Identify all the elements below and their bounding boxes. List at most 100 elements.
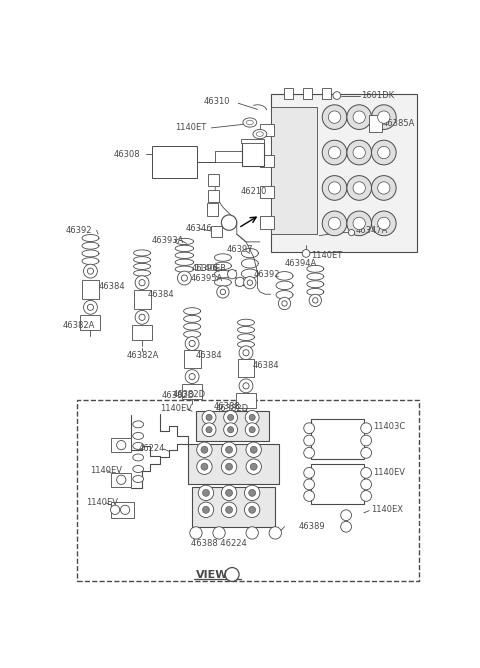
Circle shape	[249, 427, 255, 433]
Circle shape	[347, 211, 372, 236]
Circle shape	[250, 446, 257, 453]
Bar	[238, 359, 254, 377]
Circle shape	[221, 215, 237, 230]
Circle shape	[304, 435, 314, 446]
Text: 46395A: 46395A	[191, 275, 223, 283]
Text: 46382D: 46382D	[161, 391, 194, 400]
Circle shape	[249, 414, 255, 420]
Circle shape	[361, 448, 372, 458]
Text: 46393A: 46393A	[152, 236, 184, 244]
Text: 46396: 46396	[192, 265, 219, 273]
Circle shape	[224, 411, 238, 424]
Circle shape	[202, 423, 216, 437]
Text: 46384: 46384	[98, 282, 125, 291]
Circle shape	[189, 341, 195, 347]
Circle shape	[228, 427, 234, 433]
Bar	[271, 94, 417, 252]
Circle shape	[361, 435, 372, 446]
Circle shape	[304, 490, 314, 502]
Bar	[192, 487, 275, 527]
Circle shape	[269, 527, 281, 539]
Text: 46388 46224: 46388 46224	[191, 539, 246, 548]
Circle shape	[189, 373, 195, 379]
Bar	[182, 383, 202, 399]
Text: 1140EX: 1140EX	[371, 505, 403, 514]
Circle shape	[243, 383, 249, 389]
Text: 46382D: 46382D	[173, 390, 206, 399]
Circle shape	[198, 485, 214, 500]
Bar	[133, 291, 151, 309]
Text: 1601DK: 1601DK	[361, 91, 395, 100]
Text: VIEW: VIEW	[196, 570, 228, 580]
Bar	[312, 419, 364, 459]
Circle shape	[181, 275, 188, 281]
Circle shape	[244, 277, 256, 289]
Circle shape	[178, 271, 192, 285]
Bar	[260, 216, 274, 228]
Circle shape	[328, 146, 341, 159]
Circle shape	[322, 105, 347, 130]
Text: 46347A: 46347A	[355, 226, 388, 235]
Circle shape	[245, 423, 259, 437]
Text: 1140ET: 1140ET	[175, 124, 206, 132]
Circle shape	[328, 182, 341, 194]
Circle shape	[228, 270, 237, 279]
Circle shape	[347, 140, 372, 165]
Circle shape	[139, 280, 145, 286]
Circle shape	[328, 217, 341, 230]
Circle shape	[372, 176, 396, 200]
Circle shape	[328, 111, 341, 124]
Bar	[236, 393, 256, 408]
Circle shape	[239, 346, 253, 359]
Text: 1140EV: 1140EV	[86, 498, 118, 506]
Text: 46389: 46389	[299, 522, 325, 531]
Bar	[322, 88, 332, 99]
Circle shape	[278, 297, 291, 310]
Circle shape	[347, 105, 372, 130]
Circle shape	[84, 301, 97, 314]
Circle shape	[226, 490, 232, 496]
Circle shape	[282, 301, 287, 306]
Text: 1140ET: 1140ET	[312, 251, 343, 261]
Circle shape	[87, 268, 94, 274]
Ellipse shape	[256, 132, 264, 136]
Circle shape	[235, 277, 244, 287]
Circle shape	[353, 146, 365, 159]
Circle shape	[228, 414, 234, 420]
Text: 46382A: 46382A	[127, 351, 159, 360]
Circle shape	[304, 468, 314, 478]
Text: 46394A: 46394A	[285, 259, 317, 268]
Text: 46346: 46346	[186, 224, 213, 233]
Circle shape	[221, 502, 237, 518]
Bar	[81, 315, 100, 331]
Circle shape	[249, 490, 256, 496]
Circle shape	[304, 448, 314, 458]
Bar	[82, 281, 99, 299]
Text: 1140ER: 1140ER	[193, 265, 226, 273]
Circle shape	[226, 446, 232, 453]
Bar	[184, 349, 201, 368]
Bar	[152, 146, 197, 178]
Circle shape	[249, 506, 256, 513]
Text: 1140EV: 1140EV	[373, 468, 405, 478]
Bar	[260, 186, 274, 198]
Bar	[111, 502, 134, 518]
Ellipse shape	[133, 432, 144, 440]
Circle shape	[333, 92, 341, 100]
Circle shape	[341, 521, 351, 532]
Bar	[369, 115, 382, 132]
Bar	[111, 438, 131, 452]
Text: 11403C: 11403C	[373, 422, 405, 431]
Circle shape	[225, 568, 239, 581]
Circle shape	[139, 314, 145, 321]
Text: 46397: 46397	[227, 245, 253, 254]
Circle shape	[221, 459, 237, 474]
Circle shape	[372, 211, 396, 236]
Ellipse shape	[253, 130, 267, 139]
Circle shape	[206, 427, 212, 433]
Circle shape	[203, 490, 209, 496]
Bar	[303, 88, 312, 99]
Circle shape	[361, 490, 372, 502]
Circle shape	[201, 463, 208, 470]
Circle shape	[87, 304, 94, 311]
